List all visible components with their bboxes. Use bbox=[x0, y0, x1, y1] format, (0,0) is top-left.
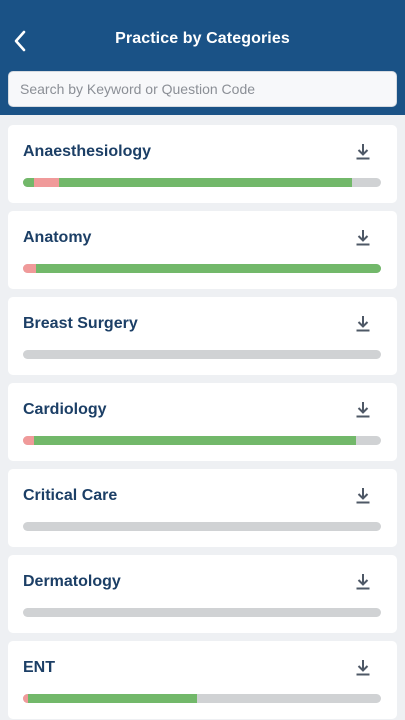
progress-incorrect-segment bbox=[33, 178, 59, 187]
progress-correct-segment bbox=[33, 436, 356, 445]
category-label: Critical Care bbox=[23, 487, 118, 504]
category-card-ent[interactable]: ENT bbox=[8, 641, 397, 719]
chevron-left-icon bbox=[14, 30, 26, 52]
download-button[interactable] bbox=[355, 659, 371, 677]
category-card-cardiology[interactable]: Cardiology bbox=[8, 383, 397, 461]
download-button[interactable] bbox=[355, 143, 371, 161]
back-button[interactable] bbox=[8, 26, 32, 56]
progress-correct-segment bbox=[35, 264, 381, 273]
category-card-dermatology[interactable]: Dermatology bbox=[8, 555, 397, 633]
download-icon bbox=[356, 660, 370, 676]
progress-bar bbox=[23, 264, 381, 273]
progress-bar bbox=[23, 608, 381, 617]
category-list: Anaesthesiology Anatomy Breast Sur bbox=[8, 125, 397, 720]
category-card-anaesthesiology[interactable]: Anaesthesiology bbox=[8, 125, 397, 203]
download-icon bbox=[356, 574, 370, 590]
download-icon bbox=[356, 488, 370, 504]
category-card-breast-surgery[interactable]: Breast Surgery bbox=[8, 297, 397, 375]
category-label: Dermatology bbox=[23, 573, 121, 590]
download-icon bbox=[356, 144, 370, 160]
progress-lead-segment bbox=[23, 178, 34, 187]
category-label: Anaesthesiology bbox=[23, 143, 152, 160]
page-title: Practice by Categories bbox=[115, 30, 290, 47]
search-box[interactable] bbox=[8, 71, 397, 107]
search-input[interactable] bbox=[20, 81, 396, 97]
category-label: ENT bbox=[23, 659, 55, 676]
download-button[interactable] bbox=[355, 229, 371, 247]
download-button[interactable] bbox=[355, 573, 371, 591]
category-label: Cardiology bbox=[23, 401, 107, 418]
download-button[interactable] bbox=[355, 315, 371, 333]
progress-bar bbox=[23, 350, 381, 359]
download-button[interactable] bbox=[355, 487, 371, 505]
progress-correct-segment bbox=[58, 178, 353, 187]
progress-bar bbox=[23, 178, 381, 187]
progress-bar bbox=[23, 522, 381, 531]
progress-incorrect-segment bbox=[23, 264, 36, 273]
download-icon bbox=[356, 230, 370, 246]
category-card-anatomy[interactable]: Anatomy bbox=[8, 211, 397, 289]
category-label: Anatomy bbox=[23, 229, 92, 246]
progress-incorrect-segment bbox=[23, 694, 29, 703]
download-icon bbox=[356, 316, 370, 332]
progress-incorrect-segment bbox=[23, 436, 34, 445]
progress-correct-segment bbox=[28, 694, 197, 703]
app-header: Practice by Categories bbox=[0, 0, 405, 115]
category-card-critical-care[interactable]: Critical Care bbox=[8, 469, 397, 547]
progress-bar bbox=[23, 694, 381, 703]
progress-bar bbox=[23, 436, 381, 445]
category-label: Breast Surgery bbox=[23, 315, 138, 332]
download-icon bbox=[356, 402, 370, 418]
download-button[interactable] bbox=[355, 401, 371, 419]
